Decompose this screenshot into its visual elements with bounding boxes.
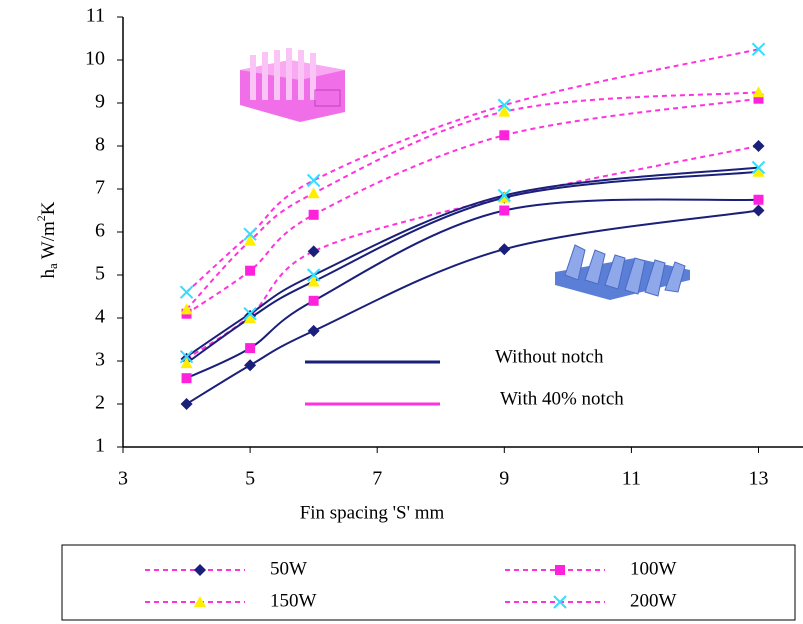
x-tick-label: 7 (372, 468, 382, 490)
legend-marker (554, 596, 566, 608)
y-tick-label: 9 (95, 91, 105, 113)
legend-label: 100W (630, 558, 677, 579)
marker (753, 205, 765, 217)
marker (308, 325, 320, 337)
finned-heatsink-pink (240, 48, 345, 122)
marker (499, 130, 509, 140)
y-tick-label: 8 (95, 134, 105, 156)
y-tick-label: 11 (86, 5, 105, 27)
legend-label: 50W (270, 558, 307, 579)
marker (181, 398, 193, 410)
x-tick-label: 13 (749, 468, 769, 490)
y-title-unit: W/m (38, 221, 59, 259)
y-tick-label: 2 (95, 392, 105, 414)
x-tick-label: 11 (622, 468, 641, 490)
legend-marker (194, 564, 206, 576)
y-tick-label: 7 (95, 177, 105, 199)
finned-heatsink-blue (555, 245, 690, 300)
marker (754, 195, 764, 205)
series-line (187, 211, 759, 405)
legend-box (62, 545, 795, 620)
page: Fin spacing 'S' mm haW/m2K 3579111312345… (0, 0, 803, 624)
y-axis-title: haW/m2K (34, 201, 60, 278)
marker (498, 243, 510, 255)
legend-label: 200W (630, 590, 677, 611)
marker (309, 296, 319, 306)
y-title-unit-end: K (38, 201, 59, 215)
legend-label: With 40% notch (500, 388, 624, 409)
marker (245, 343, 255, 353)
marker (308, 187, 320, 198)
y-tick-label: 6 (95, 220, 105, 242)
x-tick-label: 9 (499, 468, 509, 490)
marker (244, 359, 256, 371)
x-tick-label: 5 (245, 468, 255, 490)
x-tick-label: 3 (118, 468, 128, 490)
marker (181, 286, 193, 298)
y-tick-label: 1 (95, 435, 105, 457)
marker (308, 245, 320, 257)
chart: Fin spacing 'S' mm haW/m2K 3579111312345… (0, 0, 803, 624)
y-title-sub: a (45, 263, 60, 269)
marker (182, 373, 192, 383)
y-tick-label: 3 (95, 349, 105, 371)
legend-label: 150W (270, 590, 317, 611)
marker (245, 266, 255, 276)
marker (499, 206, 509, 216)
y-tick-label: 5 (95, 263, 105, 285)
legend-marker (194, 596, 206, 607)
x-axis-title: Fin spacing 'S' mm (300, 502, 445, 523)
legend-label: Without notch (495, 346, 604, 367)
legend-marker (555, 565, 565, 575)
marker (753, 140, 765, 152)
marker (308, 174, 320, 186)
marker (309, 210, 319, 220)
y-tick-label: 10 (85, 48, 105, 70)
y-title-symbol: h (38, 269, 59, 279)
y-tick-label: 4 (95, 306, 105, 328)
series-line (187, 168, 759, 357)
